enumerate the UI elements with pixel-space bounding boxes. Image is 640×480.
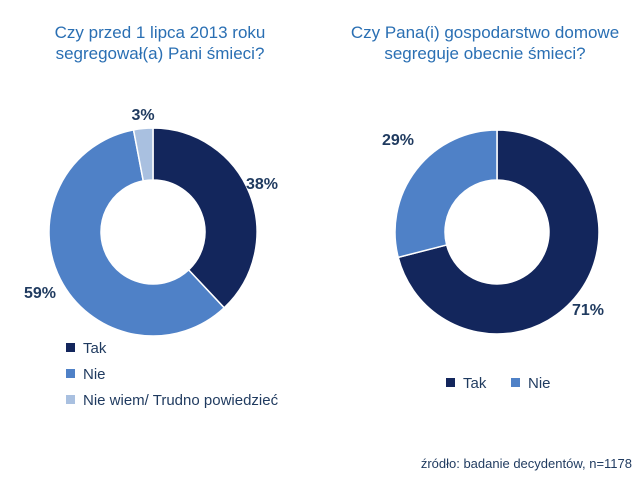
legend-label: Nie	[83, 366, 106, 383]
right-donut-chart: 71% 29%	[382, 129, 604, 335]
slice-nie	[394, 129, 498, 259]
legend-item-tak: Tak	[66, 340, 106, 357]
slice-tak	[152, 127, 258, 309]
right-chart-title: Czy Pana(i) gospodarstwo domowe segreguj…	[350, 23, 620, 63]
slice-nie	[48, 128, 226, 337]
legend-label: Tak	[463, 375, 487, 392]
legend-item-nie: Nie	[66, 366, 106, 383]
legend-swatch-tak	[446, 378, 455, 387]
data-label: 3%	[131, 107, 154, 124]
legend-label: Nie wiem/ Trudno powiedzieć	[83, 392, 279, 409]
legend-swatch-nie	[66, 369, 75, 378]
legend-label: Nie	[528, 375, 551, 392]
slice-nie-wiem-trudno-powiedzie-	[132, 127, 154, 182]
legend-label: Tak	[83, 340, 107, 357]
legend-item-tak-right: Tak	[446, 375, 486, 392]
data-label: 29%	[382, 132, 414, 149]
data-label: 71%	[572, 302, 604, 319]
data-label: 38%	[246, 176, 278, 193]
slice-tak	[397, 129, 600, 335]
source-note: źródło: badanie decydentów, n=1178	[420, 456, 632, 471]
left-donut-chart: 38% 59% 3%	[24, 107, 278, 337]
left-chart-title: Czy przed 1 lipca 2013 roku segregował(a…	[54, 23, 266, 63]
legend-swatch-nie-wiem	[66, 395, 75, 404]
legend-item-nie-right: Nie	[511, 375, 551, 392]
data-label: 59%	[24, 285, 56, 302]
legend-swatch-tak	[66, 343, 75, 352]
legend-item-nie-wiem: Nie wiem/ Trudno powiedzieć	[66, 392, 278, 409]
legend-swatch-nie	[511, 378, 520, 387]
